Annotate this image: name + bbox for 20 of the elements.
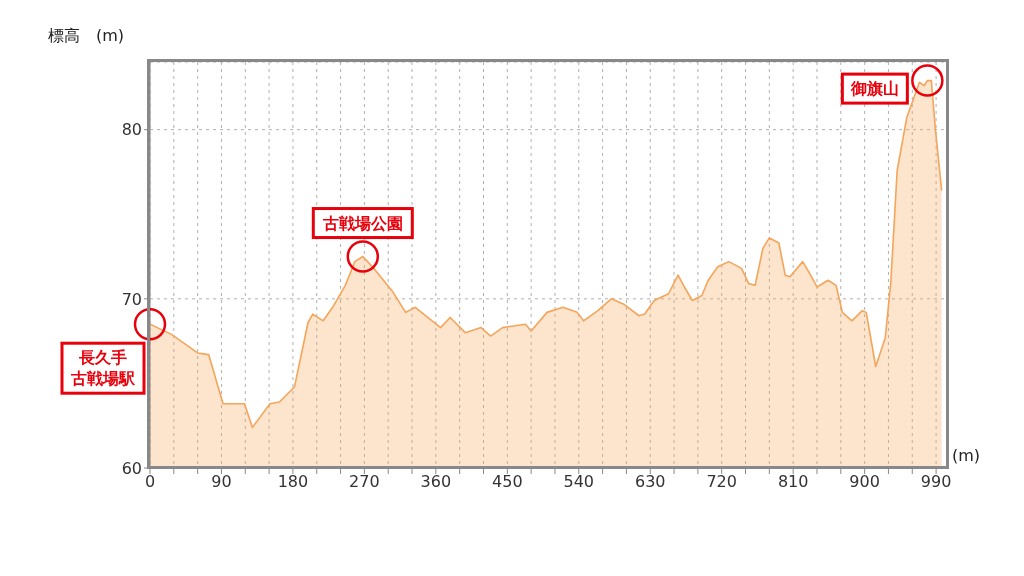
x-tick-label: 90 [211,472,232,492]
y-axis-title: 標高 (m) [48,26,125,47]
x-tick-label: 540 [563,472,595,492]
x-tick-label: 900 [849,472,880,492]
x-tick-label: 990 [920,472,952,492]
x-axis-title: (m) [952,446,981,465]
annotation: 長久手古戦場駅 [70,348,136,389]
y-tick-label: 60 [121,458,142,478]
y-tick-label: 80 [121,120,142,140]
x-tick-label: 450 [492,472,523,492]
x-tick-label: 0 [144,472,156,492]
x-tick-label: 630 [634,472,666,492]
x-tick-label: 180 [277,472,309,492]
annotation: 御旗山 [849,79,899,99]
x-tick-label: 270 [349,472,380,492]
x-tick-label: 720 [706,472,737,492]
annotation: 古戦場公園 [321,213,403,233]
x-tick-label: 360 [420,472,452,492]
x-tick-label: 810 [777,472,809,492]
y-tick-label: 70 [121,289,142,309]
